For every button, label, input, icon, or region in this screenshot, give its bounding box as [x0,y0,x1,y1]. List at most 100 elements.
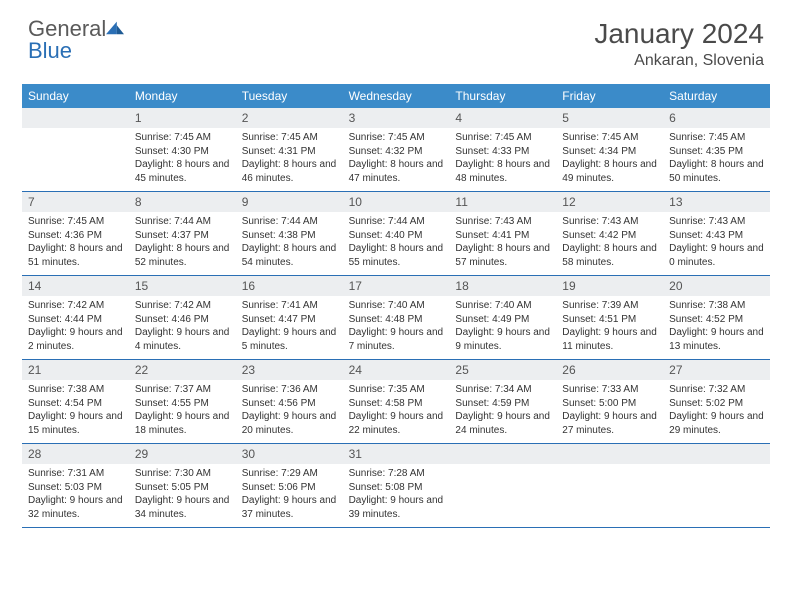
day-number: 28 [22,444,129,464]
weekday-label: Wednesday [343,84,450,108]
weekday-header: Sunday Monday Tuesday Wednesday Thursday… [22,84,770,108]
sunrise-text: Sunrise: 7:42 AM [135,299,230,313]
day-cell: 13Sunrise: 7:43 AMSunset: 4:43 PMDayligh… [663,192,770,275]
sunrise-text: Sunrise: 7:41 AM [242,299,337,313]
sunrise-text: Sunrise: 7:39 AM [562,299,657,313]
daylight-text: Daylight: 8 hours and 45 minutes. [135,158,230,185]
page-title: January 2024 [594,18,764,50]
week-row: 28Sunrise: 7:31 AMSunset: 5:03 PMDayligh… [22,444,770,528]
day-number: 22 [129,360,236,380]
day-cell: 8Sunrise: 7:44 AMSunset: 4:37 PMDaylight… [129,192,236,275]
day-number: 19 [556,276,663,296]
daylight-text: Daylight: 9 hours and 7 minutes. [349,326,444,353]
sunrise-text: Sunrise: 7:45 AM [349,131,444,145]
day-cell: 4Sunrise: 7:45 AMSunset: 4:33 PMDaylight… [449,108,556,191]
day-info: Sunrise: 7:41 AMSunset: 4:47 PMDaylight:… [236,296,343,353]
sunrise-text: Sunrise: 7:43 AM [455,215,550,229]
sunset-text: Sunset: 4:35 PM [669,145,764,159]
day-info: Sunrise: 7:42 AMSunset: 4:46 PMDaylight:… [129,296,236,353]
sunrise-text: Sunrise: 7:35 AM [349,383,444,397]
weekday-label: Sunday [22,84,129,108]
daylight-text: Daylight: 9 hours and 37 minutes. [242,494,337,521]
sunset-text: Sunset: 5:05 PM [135,481,230,495]
day-number [449,444,556,464]
day-cell: 10Sunrise: 7:44 AMSunset: 4:40 PMDayligh… [343,192,450,275]
daylight-text: Daylight: 8 hours and 47 minutes. [349,158,444,185]
sunrise-text: Sunrise: 7:44 AM [349,215,444,229]
daylight-text: Daylight: 9 hours and 24 minutes. [455,410,550,437]
day-info: Sunrise: 7:38 AMSunset: 4:52 PMDaylight:… [663,296,770,353]
sunrise-text: Sunrise: 7:37 AM [135,383,230,397]
sunset-text: Sunset: 4:52 PM [669,313,764,327]
day-cell: 5Sunrise: 7:45 AMSunset: 4:34 PMDaylight… [556,108,663,191]
sunrise-text: Sunrise: 7:30 AM [135,467,230,481]
day-info: Sunrise: 7:29 AMSunset: 5:06 PMDaylight:… [236,464,343,521]
day-number [556,444,663,464]
sunrise-text: Sunrise: 7:45 AM [669,131,764,145]
daylight-text: Daylight: 9 hours and 32 minutes. [28,494,123,521]
daylight-text: Daylight: 8 hours and 57 minutes. [455,242,550,269]
day-number: 7 [22,192,129,212]
day-number: 21 [22,360,129,380]
day-info: Sunrise: 7:43 AMSunset: 4:42 PMDaylight:… [556,212,663,269]
daylight-text: Daylight: 8 hours and 55 minutes. [349,242,444,269]
day-info: Sunrise: 7:45 AMSunset: 4:32 PMDaylight:… [343,128,450,185]
day-cell: 23Sunrise: 7:36 AMSunset: 4:56 PMDayligh… [236,360,343,443]
day-cell: 6Sunrise: 7:45 AMSunset: 4:35 PMDaylight… [663,108,770,191]
sunset-text: Sunset: 4:37 PM [135,229,230,243]
sunset-text: Sunset: 4:42 PM [562,229,657,243]
sunset-text: Sunset: 4:36 PM [28,229,123,243]
day-number: 17 [343,276,450,296]
calendar: Sunday Monday Tuesday Wednesday Thursday… [22,84,770,528]
daylight-text: Daylight: 9 hours and 22 minutes. [349,410,444,437]
day-cell: 1Sunrise: 7:45 AMSunset: 4:30 PMDaylight… [129,108,236,191]
logo-word2: Blue [28,38,72,63]
daylight-text: Daylight: 9 hours and 13 minutes. [669,326,764,353]
logo-text: General Blue [28,18,126,62]
logo: General Blue [28,18,126,62]
sunset-text: Sunset: 4:55 PM [135,397,230,411]
sunset-text: Sunset: 4:56 PM [242,397,337,411]
day-number: 13 [663,192,770,212]
day-info: Sunrise: 7:45 AMSunset: 4:35 PMDaylight:… [663,128,770,185]
day-number: 24 [343,360,450,380]
day-info: Sunrise: 7:38 AMSunset: 4:54 PMDaylight:… [22,380,129,437]
day-number: 20 [663,276,770,296]
day-info: Sunrise: 7:40 AMSunset: 4:49 PMDaylight:… [449,296,556,353]
daylight-text: Daylight: 9 hours and 34 minutes. [135,494,230,521]
day-cell: 19Sunrise: 7:39 AMSunset: 4:51 PMDayligh… [556,276,663,359]
sunrise-text: Sunrise: 7:44 AM [242,215,337,229]
sunset-text: Sunset: 4:40 PM [349,229,444,243]
sunrise-text: Sunrise: 7:43 AM [562,215,657,229]
day-number: 16 [236,276,343,296]
day-info: Sunrise: 7:37 AMSunset: 4:55 PMDaylight:… [129,380,236,437]
day-number: 4 [449,108,556,128]
daylight-text: Daylight: 9 hours and 18 minutes. [135,410,230,437]
location-label: Ankaran, Slovenia [594,52,764,70]
day-info: Sunrise: 7:45 AMSunset: 4:31 PMDaylight:… [236,128,343,185]
day-number: 11 [449,192,556,212]
sunrise-text: Sunrise: 7:43 AM [669,215,764,229]
day-cell: 24Sunrise: 7:35 AMSunset: 4:58 PMDayligh… [343,360,450,443]
day-info: Sunrise: 7:45 AMSunset: 4:33 PMDaylight:… [449,128,556,185]
weeks-container: 1Sunrise: 7:45 AMSunset: 4:30 PMDaylight… [22,108,770,528]
sunrise-text: Sunrise: 7:29 AM [242,467,337,481]
day-cell: 16Sunrise: 7:41 AMSunset: 4:47 PMDayligh… [236,276,343,359]
week-row: 1Sunrise: 7:45 AMSunset: 4:30 PMDaylight… [22,108,770,192]
day-number: 15 [129,276,236,296]
daylight-text: Daylight: 8 hours and 46 minutes. [242,158,337,185]
day-info: Sunrise: 7:34 AMSunset: 4:59 PMDaylight:… [449,380,556,437]
day-cell: 22Sunrise: 7:37 AMSunset: 4:55 PMDayligh… [129,360,236,443]
weekday-label: Monday [129,84,236,108]
day-cell: 29Sunrise: 7:30 AMSunset: 5:05 PMDayligh… [129,444,236,527]
sunset-text: Sunset: 5:02 PM [669,397,764,411]
daylight-text: Daylight: 9 hours and 2 minutes. [28,326,123,353]
weekday-label: Friday [556,84,663,108]
day-info: Sunrise: 7:36 AMSunset: 4:56 PMDaylight:… [236,380,343,437]
day-info: Sunrise: 7:33 AMSunset: 5:00 PMDaylight:… [556,380,663,437]
day-number [663,444,770,464]
daylight-text: Daylight: 9 hours and 4 minutes. [135,326,230,353]
sunset-text: Sunset: 4:34 PM [562,145,657,159]
day-cell [663,444,770,527]
daylight-text: Daylight: 9 hours and 27 minutes. [562,410,657,437]
